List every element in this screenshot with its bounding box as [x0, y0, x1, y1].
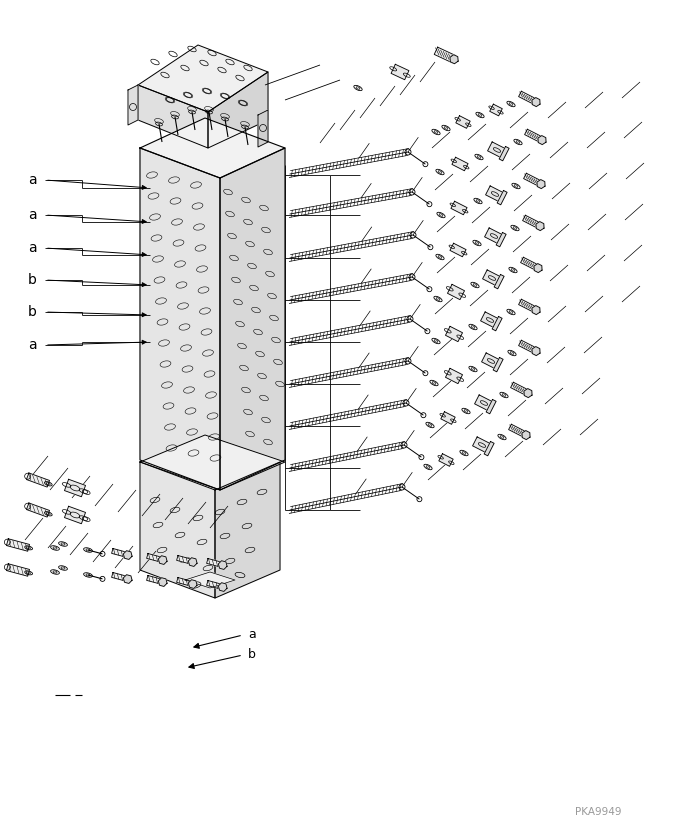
Polygon shape	[219, 582, 227, 591]
Polygon shape	[537, 179, 545, 188]
Polygon shape	[493, 358, 503, 372]
Polygon shape	[64, 479, 85, 496]
Polygon shape	[158, 556, 167, 564]
Polygon shape	[185, 572, 235, 588]
Polygon shape	[188, 580, 197, 588]
Text: a: a	[28, 338, 37, 352]
Polygon shape	[138, 85, 208, 148]
Polygon shape	[147, 553, 163, 563]
Polygon shape	[519, 299, 538, 313]
Polygon shape	[177, 556, 194, 564]
Text: b: b	[28, 305, 37, 319]
Text: b: b	[28, 273, 37, 287]
Polygon shape	[508, 425, 527, 438]
Polygon shape	[534, 263, 542, 273]
Polygon shape	[220, 148, 285, 490]
Polygon shape	[26, 503, 49, 517]
Polygon shape	[112, 548, 129, 558]
Polygon shape	[208, 72, 268, 148]
Polygon shape	[7, 539, 30, 551]
Polygon shape	[538, 135, 546, 145]
Polygon shape	[475, 395, 494, 411]
Polygon shape	[456, 116, 470, 128]
Polygon shape	[485, 186, 504, 202]
Polygon shape	[452, 157, 468, 171]
Polygon shape	[523, 216, 542, 229]
Polygon shape	[481, 312, 500, 328]
Polygon shape	[219, 561, 227, 569]
Polygon shape	[7, 564, 30, 577]
Polygon shape	[499, 146, 509, 161]
Polygon shape	[521, 257, 540, 271]
Polygon shape	[485, 228, 504, 244]
Polygon shape	[123, 551, 132, 559]
Text: a: a	[28, 241, 37, 255]
Polygon shape	[128, 85, 138, 125]
Text: a: a	[28, 173, 37, 187]
Polygon shape	[206, 558, 223, 567]
Polygon shape	[445, 326, 462, 342]
Polygon shape	[492, 316, 502, 330]
Polygon shape	[177, 577, 194, 586]
Polygon shape	[489, 104, 502, 116]
Polygon shape	[519, 91, 538, 105]
Text: b: b	[248, 648, 256, 662]
Polygon shape	[483, 270, 502, 286]
Polygon shape	[447, 284, 464, 300]
Polygon shape	[481, 353, 500, 369]
Polygon shape	[532, 306, 540, 315]
Polygon shape	[497, 191, 507, 205]
Polygon shape	[525, 129, 544, 143]
Polygon shape	[450, 55, 458, 64]
Polygon shape	[522, 430, 530, 439]
Polygon shape	[445, 368, 462, 383]
Polygon shape	[258, 110, 268, 147]
Polygon shape	[484, 441, 494, 456]
Text: PKA9949: PKA9949	[575, 807, 621, 817]
Polygon shape	[140, 462, 215, 598]
Text: a: a	[248, 629, 256, 642]
Polygon shape	[434, 47, 456, 63]
Polygon shape	[510, 382, 529, 396]
Polygon shape	[140, 148, 220, 490]
Polygon shape	[138, 45, 268, 112]
Text: a: a	[28, 208, 37, 222]
Polygon shape	[524, 388, 532, 397]
Polygon shape	[536, 221, 544, 230]
Polygon shape	[519, 340, 538, 354]
Polygon shape	[188, 558, 197, 567]
Polygon shape	[140, 118, 285, 178]
Polygon shape	[391, 64, 409, 79]
Polygon shape	[206, 581, 223, 590]
Polygon shape	[439, 453, 453, 467]
Polygon shape	[64, 506, 85, 524]
Polygon shape	[451, 202, 467, 215]
Polygon shape	[450, 244, 466, 257]
Polygon shape	[26, 473, 49, 487]
Polygon shape	[494, 274, 504, 289]
Polygon shape	[441, 411, 455, 425]
Polygon shape	[487, 142, 506, 158]
Polygon shape	[158, 577, 167, 586]
Polygon shape	[486, 400, 496, 414]
Polygon shape	[112, 572, 129, 582]
Polygon shape	[523, 173, 542, 187]
Polygon shape	[496, 232, 506, 247]
Polygon shape	[473, 437, 492, 453]
Polygon shape	[532, 347, 540, 355]
Polygon shape	[532, 97, 540, 107]
Polygon shape	[123, 575, 132, 583]
Polygon shape	[140, 435, 285, 490]
Polygon shape	[147, 576, 163, 585]
Polygon shape	[215, 462, 280, 598]
